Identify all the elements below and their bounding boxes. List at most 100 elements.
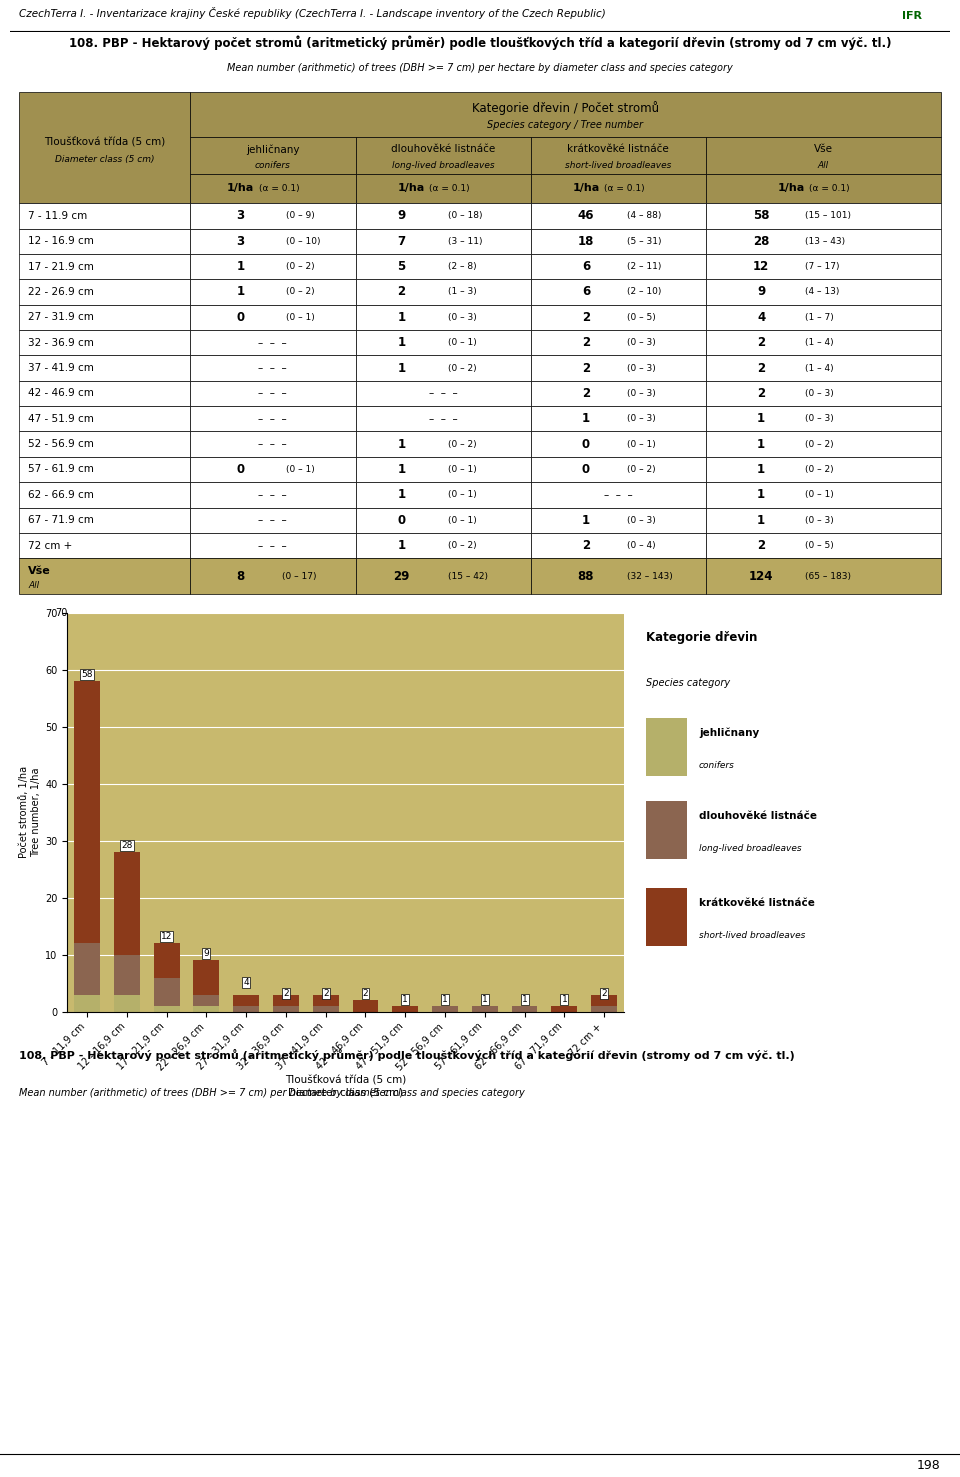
Bar (19, 381, 190, 406)
Bar (531, 254, 706, 279)
Text: (0 – 2): (0 – 2) (286, 288, 315, 297)
Text: 1: 1 (397, 310, 406, 323)
Text: (0 – 3): (0 – 3) (805, 515, 834, 524)
Bar (190, 456, 355, 482)
Bar (645, 718, 687, 775)
Text: 1: 1 (582, 412, 590, 425)
Bar (432, 1006, 458, 1012)
Text: –  –  –: – – – (429, 414, 458, 424)
Text: 2: 2 (323, 990, 328, 998)
Bar (706, 456, 941, 482)
Bar (706, 406, 941, 431)
Text: jehličnany: jehličnany (699, 727, 759, 738)
Bar (706, 329, 941, 356)
Text: (2 – 11): (2 – 11) (628, 261, 661, 272)
Bar (74, 944, 100, 994)
Text: 6: 6 (582, 285, 590, 298)
Text: 108. PBP - Hektarový počet stromů (aritmetický průměr) podle tloušťkových tříd a: 108. PBP - Hektarový počet stromů (aritm… (19, 1049, 795, 1060)
Text: (65 – 183): (65 – 183) (805, 572, 852, 580)
Text: Mean number (arithmetic) of trees (DBH >= 7 cm) per hectare by diameter class an: Mean number (arithmetic) of trees (DBH >… (228, 64, 732, 72)
Text: Vše: Vše (29, 566, 51, 576)
Text: 5: 5 (397, 260, 406, 273)
Bar (19, 92, 190, 204)
Text: 12: 12 (161, 932, 172, 941)
Text: 2: 2 (582, 387, 590, 400)
Text: 2: 2 (757, 539, 765, 552)
Text: (1 – 3): (1 – 3) (447, 288, 476, 297)
Text: 1/ha: 1/ha (397, 183, 424, 193)
Bar (591, 994, 617, 1006)
Bar (355, 279, 531, 304)
Text: 1: 1 (757, 514, 765, 527)
Bar (190, 406, 355, 431)
Bar (19, 482, 190, 508)
Text: 32 - 36.9 cm: 32 - 36.9 cm (29, 338, 94, 347)
Text: (0 – 3): (0 – 3) (805, 414, 834, 424)
Bar (706, 431, 941, 456)
Bar (74, 994, 100, 1012)
Bar (531, 304, 706, 329)
Text: Kategorie dřevin / Počet stromů: Kategorie dřevin / Počet stromů (471, 102, 659, 115)
Text: 2: 2 (363, 990, 369, 998)
Text: 3: 3 (236, 210, 245, 223)
Text: (4 – 13): (4 – 13) (805, 288, 840, 297)
Bar (355, 456, 531, 482)
Text: (0 – 2): (0 – 2) (805, 440, 834, 449)
Text: 1: 1 (397, 337, 406, 349)
Text: 42 - 46.9 cm: 42 - 46.9 cm (29, 388, 94, 399)
Text: 1: 1 (757, 462, 765, 476)
Bar (190, 431, 355, 456)
Text: (0 – 5): (0 – 5) (805, 541, 834, 549)
Bar (190, 254, 355, 279)
Text: (0 – 3): (0 – 3) (628, 338, 657, 347)
Text: IFR: IFR (902, 12, 923, 21)
Bar (531, 482, 706, 508)
Text: –  –  –: – – – (258, 439, 287, 449)
Text: 28: 28 (121, 840, 132, 849)
Bar (19, 279, 190, 304)
Bar (472, 1006, 497, 1012)
Text: –  –  –: – – – (604, 490, 633, 499)
Bar (114, 852, 140, 954)
Text: Diameter class (5 cm): Diameter class (5 cm) (55, 155, 155, 164)
Bar (551, 1006, 577, 1012)
Bar (531, 229, 706, 254)
Bar (194, 960, 219, 994)
Text: (15 – 42): (15 – 42) (447, 572, 488, 580)
Bar (591, 1006, 617, 1012)
Bar (19, 329, 190, 356)
Text: (32 – 143): (32 – 143) (628, 572, 673, 580)
Text: 9: 9 (397, 210, 406, 223)
Text: conifers: conifers (254, 161, 291, 170)
Text: 1: 1 (482, 995, 488, 1004)
Text: 18: 18 (578, 235, 594, 248)
Text: 1/ha: 1/ha (227, 183, 254, 193)
Bar (190, 279, 355, 304)
Bar (512, 1006, 538, 1012)
Bar (154, 978, 180, 1006)
Text: (α = 0.1): (α = 0.1) (605, 185, 645, 193)
Text: 1: 1 (397, 489, 406, 501)
Text: 1: 1 (397, 437, 406, 450)
Text: (0 – 3): (0 – 3) (628, 363, 657, 372)
Text: short-lived broadleaves: short-lived broadleaves (699, 931, 805, 939)
Text: (1 – 4): (1 – 4) (805, 363, 834, 372)
X-axis label: Tloušťková třída (5 cm)
Diameter class (5 cm): Tloušťková třída (5 cm) Diameter class (… (285, 1075, 406, 1097)
Text: (2 – 10): (2 – 10) (628, 288, 661, 297)
Bar (355, 406, 531, 431)
Bar (531, 508, 706, 533)
Text: (0 – 1): (0 – 1) (447, 338, 476, 347)
Bar (190, 92, 941, 137)
Bar (190, 356, 355, 381)
Bar (190, 174, 355, 204)
Text: 1: 1 (397, 462, 406, 476)
Bar (114, 954, 140, 994)
Text: (0 – 1): (0 – 1) (286, 465, 315, 474)
Bar (645, 801, 687, 860)
Bar (355, 137, 531, 174)
Bar (19, 533, 190, 558)
Text: krátkověké listnáče: krátkověké listnáče (567, 145, 669, 155)
Text: (5 – 31): (5 – 31) (628, 236, 662, 245)
Text: –  –  –: – – – (429, 388, 458, 399)
Text: (0 – 2): (0 – 2) (805, 465, 834, 474)
